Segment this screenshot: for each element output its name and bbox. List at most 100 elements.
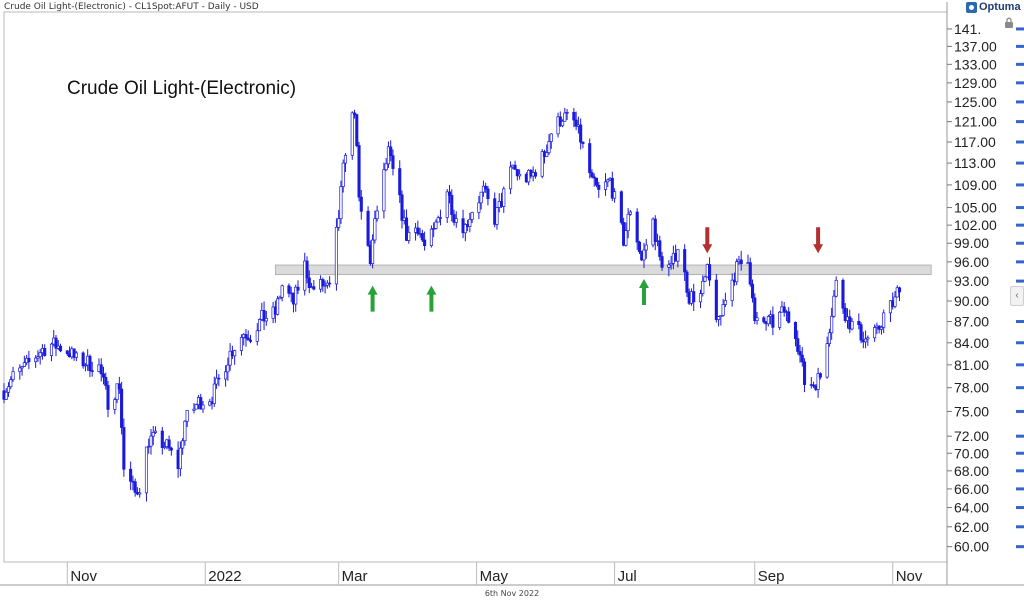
y-tick-label: 60.00 <box>954 539 989 555</box>
candle-body <box>352 112 357 115</box>
candle <box>635 208 639 250</box>
candle <box>603 173 608 196</box>
candle-body <box>603 181 608 190</box>
y-tick-label: 113.00 <box>954 155 996 171</box>
candle <box>375 205 379 222</box>
candle-body <box>20 366 24 369</box>
candle-body <box>99 364 103 375</box>
candle <box>771 306 775 336</box>
candle <box>798 344 802 363</box>
candle-body <box>893 296 897 307</box>
candle <box>194 403 198 410</box>
candle <box>185 410 189 427</box>
candle-body <box>22 362 26 367</box>
candle-body <box>547 141 551 153</box>
candle-body <box>882 312 886 328</box>
candle <box>486 185 490 206</box>
candle <box>800 347 804 367</box>
candle-body <box>549 133 553 142</box>
candle <box>244 328 248 347</box>
candle-body <box>122 427 126 470</box>
candle-body <box>355 114 359 146</box>
candle <box>753 293 757 324</box>
y-tick-label: 105.00 <box>954 200 997 216</box>
candle-body <box>384 163 388 171</box>
candle-body <box>199 397 203 410</box>
candle-body <box>624 230 628 246</box>
y-level-marker <box>1016 120 1024 124</box>
candle <box>36 350 40 362</box>
candle-body <box>703 276 707 282</box>
candle <box>594 177 599 188</box>
candle <box>239 334 243 356</box>
candle-body <box>133 481 137 493</box>
candle-body <box>597 184 601 190</box>
candle-body <box>667 264 671 268</box>
candle-body <box>515 169 519 177</box>
candle <box>859 322 863 344</box>
candle <box>613 188 617 203</box>
candle <box>104 372 108 390</box>
candle-body <box>454 218 458 223</box>
candle <box>445 189 449 223</box>
candle <box>248 334 253 344</box>
candle-body <box>81 352 85 367</box>
candle-body <box>58 345 63 352</box>
candle-body <box>796 338 800 352</box>
y-level-marker <box>1016 469 1024 473</box>
support-arrow-up-icon <box>367 285 378 312</box>
y-tick-label: 84.00 <box>954 335 989 351</box>
candle-body <box>676 249 680 262</box>
candle <box>850 318 854 331</box>
candle <box>65 350 69 356</box>
y-tick-label: 66.00 <box>954 481 989 497</box>
candle <box>9 376 13 390</box>
candle-body <box>224 371 228 380</box>
candle-body <box>106 385 110 410</box>
candle-body <box>400 194 404 221</box>
candle <box>321 277 325 292</box>
candle-body <box>246 337 250 341</box>
candle <box>337 209 341 231</box>
candle <box>88 354 92 378</box>
lock-icon[interactable] <box>1004 17 1014 28</box>
candle-body <box>477 202 481 213</box>
candle-body <box>194 404 198 410</box>
support-arrow-up-icon <box>426 285 437 312</box>
collapse-panel-button[interactable]: ‹ <box>1010 286 1024 306</box>
candle-body <box>201 404 205 410</box>
y-level-marker <box>1016 487 1024 491</box>
candle <box>533 169 537 179</box>
y-level-marker <box>1016 341 1024 345</box>
candle-body <box>323 284 327 287</box>
y-level-marker <box>1016 451 1024 455</box>
candle-body <box>778 311 782 328</box>
candle-body <box>574 119 578 127</box>
candle <box>637 240 642 255</box>
candle-body <box>375 210 379 220</box>
candle-body <box>723 300 727 305</box>
candle-body <box>113 399 117 410</box>
candle <box>463 223 467 242</box>
candle-body <box>9 379 13 388</box>
candle <box>400 190 404 229</box>
candle-body <box>149 435 153 447</box>
candle-body <box>701 280 705 294</box>
candle-body <box>321 279 325 287</box>
candle <box>683 244 687 281</box>
candle-body <box>389 146 393 157</box>
candle <box>280 284 284 302</box>
candle <box>703 275 707 282</box>
candle <box>307 270 311 294</box>
candle <box>882 309 886 333</box>
candle <box>54 335 58 357</box>
y-level-marker <box>1016 206 1024 210</box>
candle-body <box>762 317 766 323</box>
candle-body <box>420 233 424 241</box>
candle <box>561 119 565 128</box>
candle-body <box>708 264 712 281</box>
candle <box>450 189 454 222</box>
candle-body <box>212 383 216 404</box>
candle <box>565 109 569 120</box>
